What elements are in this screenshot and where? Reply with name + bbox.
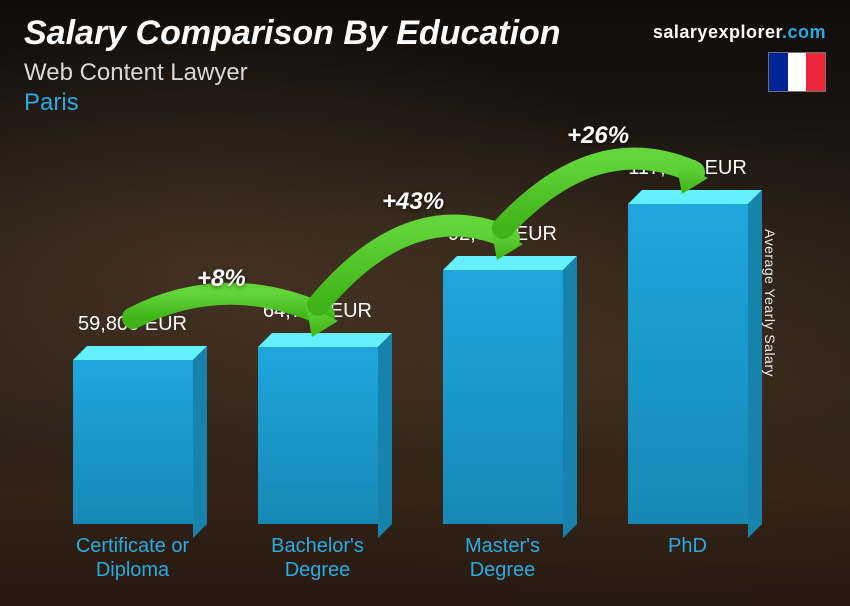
- brand-tld: .com: [782, 22, 826, 42]
- bar-front-face: [628, 204, 748, 524]
- bar-value-label: 117,000 EUR: [628, 157, 747, 180]
- bar-front-face: [443, 270, 563, 524]
- jump-percent-label: +26%: [567, 122, 629, 150]
- bar-top-face: [73, 346, 207, 360]
- flag-stripe-2: [788, 53, 807, 91]
- bar-category-label: Certificate orDiploma: [76, 534, 189, 584]
- bar-category-label: Bachelor'sDegree: [271, 534, 364, 584]
- bar-top-face: [258, 333, 392, 347]
- bar: [443, 256, 563, 524]
- bar-side-face: [563, 256, 577, 538]
- bar-front-face: [73, 360, 193, 524]
- chart-column: 59,800 EUR Certificate orDiploma: [40, 140, 225, 584]
- bar-category-label: Master'sDegree: [465, 534, 540, 584]
- chart-column: 117,000 EUR PhD: [595, 140, 780, 584]
- bar-wrap: 59,800 EUR: [40, 140, 225, 524]
- bar-value-label: 64,700 EUR: [263, 300, 372, 323]
- jump-percent-label: +43%: [382, 188, 444, 216]
- bar-value-label: 92,800 EUR: [448, 223, 557, 246]
- flag-stripe-3: [806, 53, 825, 91]
- bar-side-face: [748, 190, 762, 538]
- bar: [258, 333, 378, 524]
- brand-logo: salaryexplorer.com: [653, 22, 826, 43]
- bar: [628, 190, 748, 524]
- brand-name: salaryexplorer: [653, 22, 782, 42]
- country-flag-icon: [768, 52, 826, 92]
- chart-location: Paris: [24, 89, 826, 117]
- bar-value-label: 59,800 EUR: [78, 313, 187, 336]
- bar: [73, 346, 193, 524]
- chart-subtitle: Web Content Lawyer: [24, 59, 826, 87]
- bar-top-face: [443, 256, 577, 270]
- flag-stripe-1: [769, 53, 788, 91]
- bar-side-face: [378, 333, 392, 538]
- bar-front-face: [258, 347, 378, 524]
- bar-wrap: 117,000 EUR: [595, 140, 780, 524]
- bar-side-face: [193, 346, 207, 538]
- bar-category-label: PhD: [668, 534, 707, 584]
- bar-top-face: [628, 190, 762, 204]
- jump-percent-label: +8%: [197, 265, 246, 293]
